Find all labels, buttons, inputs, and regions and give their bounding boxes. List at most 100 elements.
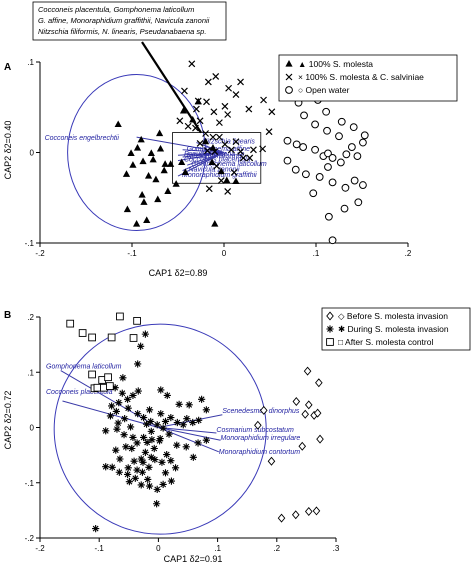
- data-point-asterisk: [173, 441, 181, 449]
- vector-label: Navicula zanonii: [189, 167, 240, 174]
- data-point-asterisk: [134, 410, 142, 418]
- legend-marker-diamond: [326, 311, 334, 321]
- data-point-asterisk: [185, 401, 193, 409]
- legend-marker-cross: [285, 73, 293, 81]
- data-point-cross: [184, 122, 192, 130]
- data-point-diamond: [316, 434, 324, 444]
- y-tick-label: .1: [27, 58, 34, 67]
- data-point-triangle: [144, 172, 153, 179]
- panel-a-label: A: [4, 62, 11, 73]
- y-tick-label: -.1: [25, 479, 35, 488]
- data-point-asterisk: [159, 480, 167, 489]
- y-tick-label: .2: [27, 313, 34, 322]
- data-point-diamond: [303, 366, 312, 376]
- data-point-asterisk: [130, 457, 138, 465]
- data-point-asterisk: [120, 431, 128, 439]
- data-point-circle: [342, 150, 351, 159]
- data-point-diamond: [304, 400, 313, 410]
- data-point-diamond: [291, 510, 300, 520]
- data-point-asterisk: [179, 421, 187, 429]
- data-point-triangle: [232, 177, 240, 185]
- data-point-cross: [212, 73, 220, 80]
- data-point-diamond: [259, 405, 268, 415]
- data-point-circle: [350, 176, 359, 185]
- data-point-asterisk: [189, 418, 197, 427]
- data-point-triangle: [138, 191, 146, 198]
- data-point-diamond: [298, 441, 307, 451]
- data-point-cross: [232, 138, 240, 146]
- data-point-asterisk: [159, 424, 167, 432]
- data-point-asterisk: [145, 482, 154, 490]
- data-point-asterisk: [124, 404, 132, 412]
- data-point-triangle: [122, 170, 131, 177]
- legend-marker-triangle: [285, 60, 293, 67]
- data-point-asterisk: [137, 481, 145, 489]
- data-point-circle: [349, 123, 358, 132]
- data-point-circle: [328, 178, 337, 187]
- x-tick-label: .1: [313, 249, 320, 258]
- vector-label: Monoraphidium contortum: [219, 449, 300, 456]
- data-point-asterisk: [141, 330, 149, 338]
- y-tick-label: 0: [30, 149, 35, 158]
- data-point-triangle: [127, 149, 135, 157]
- data-point-cross: [213, 162, 221, 170]
- data-point-cross: [217, 177, 225, 184]
- legend-marker-asterisk: [326, 325, 334, 333]
- data-point-circle: [340, 204, 349, 213]
- data-point-asterisk: [116, 455, 124, 463]
- data-point-asterisk: [129, 391, 137, 400]
- panel-b-y-axis-label: CAP2 δ2=0.72: [3, 391, 13, 450]
- data-point-triangle: [160, 166, 168, 174]
- data-point-asterisk: [143, 438, 151, 447]
- legend-entry: □ After S. molesta control: [338, 337, 433, 347]
- data-point-diamond: [277, 513, 286, 523]
- data-point-cross: [215, 133, 223, 141]
- data-point-cross: [188, 60, 196, 68]
- annotation-line: Nitzschia filiformis, N. linearis, Pseud…: [38, 27, 206, 36]
- data-point-triangle: [140, 198, 148, 205]
- vector-label: Gomphonema laticollum: [46, 364, 122, 371]
- data-point-triangle: [139, 157, 147, 165]
- data-point-triangle: [189, 115, 197, 123]
- data-point-square: [116, 312, 124, 321]
- annotation-line: Cocconeis placentula, Gomphonema laticol…: [38, 5, 194, 14]
- legend-entry: ○ Open water: [298, 85, 350, 95]
- data-point-asterisk: [140, 413, 148, 422]
- x-tick-label: -.2: [35, 249, 45, 258]
- vector-line: [187, 152, 225, 166]
- x-tick-label: 0: [156, 544, 161, 553]
- data-point-circle: [353, 152, 362, 161]
- data-point-cross: [203, 98, 210, 106]
- data-point-diamond: [304, 506, 313, 516]
- data-point-asterisk: [137, 455, 145, 463]
- data-point-cross: [211, 148, 219, 156]
- panel-a-vectors: Cocconeis engelbrechtii Nitzschia lineari…: [45, 41, 267, 184]
- data-point-circle: [323, 126, 331, 135]
- data-point-cross: [237, 148, 244, 156]
- data-point-asterisk: [147, 453, 155, 461]
- data-point-circle: [354, 198, 363, 207]
- data-point-triangle: [156, 129, 164, 137]
- vector-label: Cocconeis placentula: [184, 157, 251, 164]
- data-point-asterisk: [155, 437, 164, 445]
- data-point-cross: [215, 119, 223, 127]
- vector-label-box: [172, 132, 262, 184]
- vector-line: [158, 427, 219, 453]
- data-point-asterisk: [124, 395, 132, 403]
- data-point-triangle: [172, 180, 180, 187]
- data-point-circle: [324, 212, 333, 221]
- data-point-cross: [196, 117, 204, 125]
- data-point-asterisk: [102, 463, 110, 471]
- data-point-asterisk: [139, 458, 147, 466]
- data-point-asterisk: [138, 468, 147, 476]
- data-point-circle: [311, 145, 319, 154]
- data-point-asterisk: [144, 475, 152, 484]
- data-point-asterisk: [114, 419, 122, 427]
- data-point-square: [107, 333, 116, 342]
- x-tick-label: .1: [214, 544, 221, 553]
- data-point-square: [93, 383, 102, 392]
- panel-a-axes: -.2 -.1 0.1.2-.10.1: [25, 58, 412, 258]
- data-point-circle: [299, 143, 308, 151]
- data-point-triangle: [161, 160, 169, 167]
- data-point-diamond: [315, 378, 323, 388]
